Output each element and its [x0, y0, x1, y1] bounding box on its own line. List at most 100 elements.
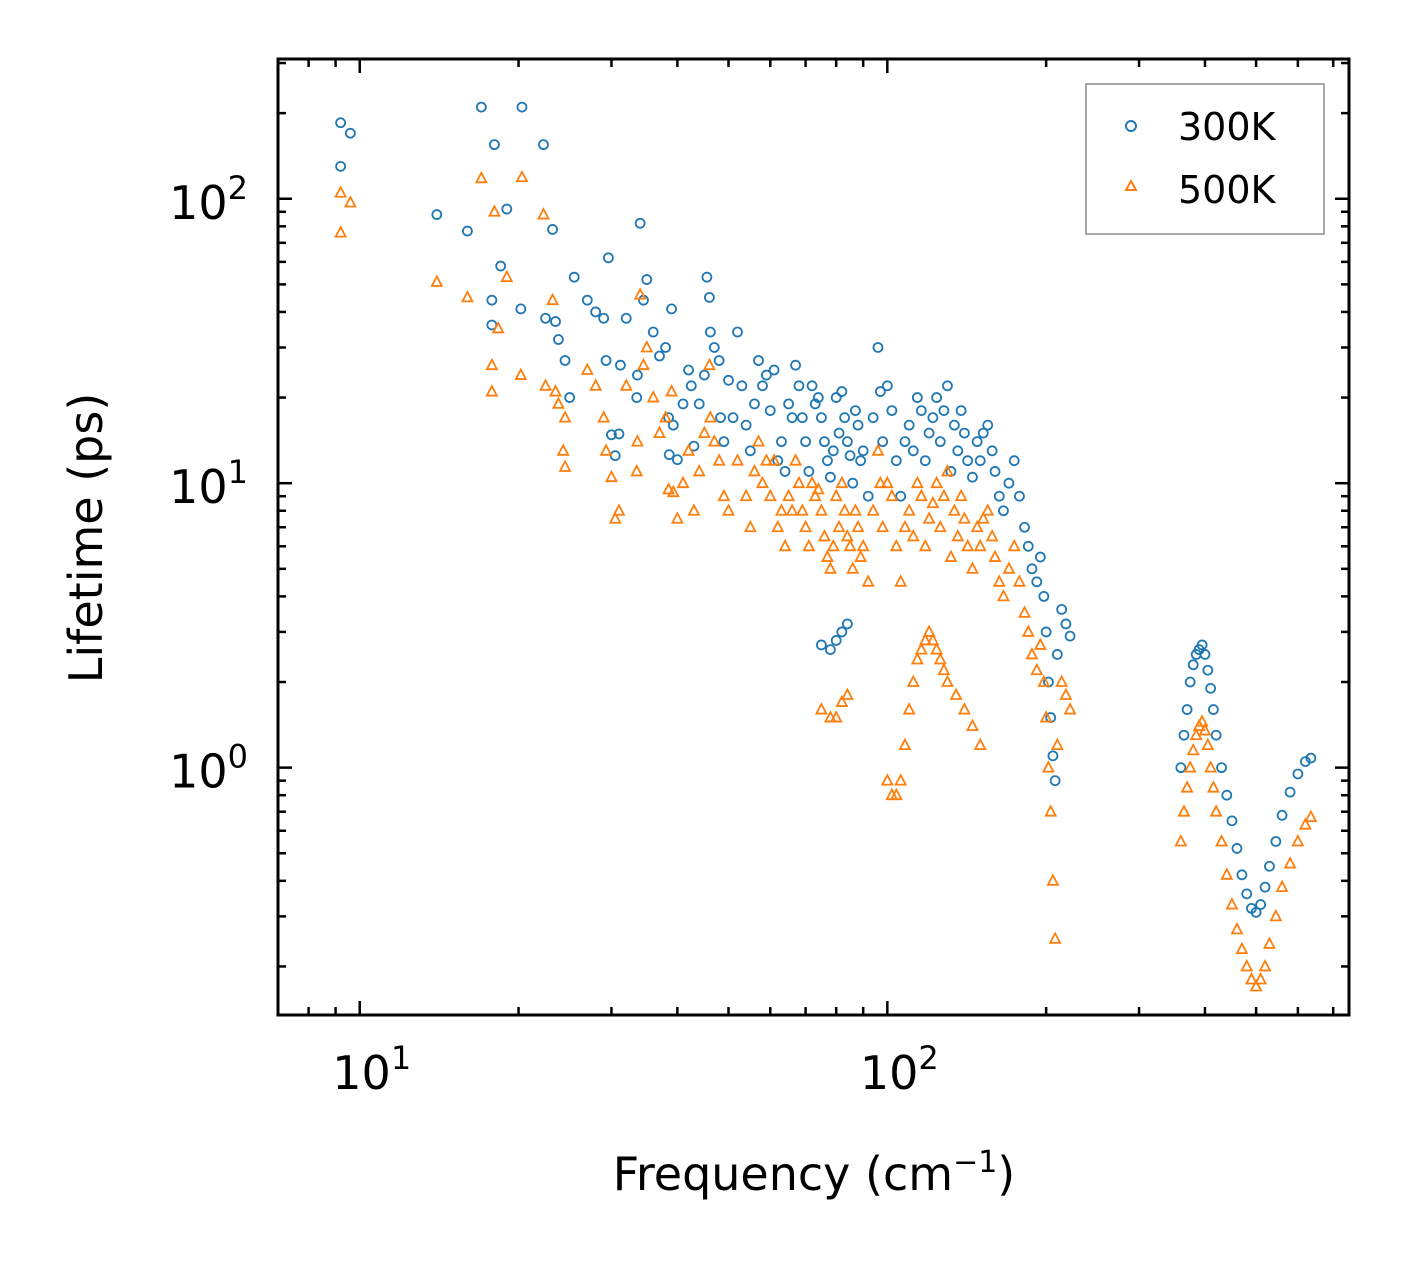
data-point-300k: [749, 398, 760, 410]
data-point-500k: [910, 652, 924, 665]
data-point-300k: [881, 380, 893, 392]
data-point-500k: [854, 549, 868, 562]
data-point-500k: [880, 475, 894, 489]
data-point-300k: [564, 392, 576, 403]
data-point-500k: [1215, 834, 1229, 847]
data-point-500k: [1189, 727, 1203, 741]
data-point-300k: [952, 445, 964, 457]
data-point-300k: [955, 405, 967, 416]
legend-frame: [1085, 83, 1325, 235]
data-point-500k: [1021, 624, 1035, 637]
data-point-300k: [1208, 704, 1219, 715]
data-point-500k: [1235, 941, 1249, 955]
data-point-500k: [670, 511, 684, 524]
data-point-300k: [1284, 786, 1296, 798]
data-point-500k: [985, 528, 999, 542]
data-point-300k: [515, 303, 527, 315]
data-point-500k: [756, 475, 769, 489]
data-point-500k: [805, 475, 819, 489]
data-point-300k: [847, 477, 859, 489]
data-point-500k: [1240, 959, 1254, 972]
data-point-500k: [752, 434, 766, 447]
data-point-300k: [475, 101, 487, 113]
data-point-500k: [485, 357, 499, 371]
data-point-300k: [704, 326, 716, 338]
y-tick-label: 101: [169, 453, 248, 514]
data-point-300k: [600, 355, 612, 366]
data-point-500k: [1046, 873, 1060, 886]
data-point-300k: [693, 398, 705, 410]
data-point-500k: [597, 410, 611, 423]
data-point-500k: [1249, 979, 1263, 992]
axes: [276, 57, 1351, 1017]
data-point-500k: [515, 169, 529, 183]
data-point-500k: [1225, 897, 1239, 910]
plot-frame: [276, 57, 1351, 1017]
series-500k-markers: [334, 169, 1318, 992]
data-point-500k: [918, 633, 932, 646]
data-point-300k: [540, 312, 551, 324]
data-point-300k: [715, 412, 726, 424]
data-point-500k: [665, 384, 679, 397]
data-point-300k: [736, 380, 748, 392]
data-point-500k: [866, 503, 880, 516]
data-point-300k: [753, 355, 764, 366]
data-point-500k: [687, 503, 701, 516]
data-point-500k: [1269, 908, 1283, 922]
data-point-500k: [778, 538, 792, 552]
data-point-500k: [947, 503, 961, 516]
data-point-300k: [915, 405, 927, 416]
y-tick-label-base: 10: [169, 745, 228, 799]
data-point-300k: [718, 436, 730, 448]
legend-label-500k: 500K: [1178, 168, 1277, 212]
data-point-300k: [683, 364, 694, 376]
y-tick-label-exp: 2: [228, 169, 248, 207]
data-point-500k: [848, 503, 862, 516]
x-axis-title-suffix: ): [997, 1147, 1015, 1201]
data-point-300k: [839, 412, 851, 424]
data-point-300k: [934, 436, 946, 448]
data-point-300k: [764, 405, 776, 416]
data-point-300k: [971, 436, 983, 448]
data-point-300k: [744, 445, 756, 457]
data-point-500k: [1204, 760, 1218, 773]
y-tick-label: 102: [169, 169, 248, 230]
data-point-300k: [1270, 836, 1282, 847]
data-point-300k: [553, 334, 564, 345]
data-point-300k: [620, 312, 632, 324]
data-point-500k: [619, 378, 633, 391]
data-point-300k: [1226, 815, 1238, 827]
data-point-500k: [906, 528, 920, 542]
data-point-300k: [462, 225, 473, 237]
data-point-300k: [816, 412, 827, 424]
data-point-500k: [1044, 804, 1058, 817]
data-point-500k: [898, 737, 912, 751]
data-point-300k: [335, 117, 347, 129]
data-point-300k: [632, 369, 643, 381]
data-point-300k: [1038, 590, 1050, 602]
data-point-300k: [677, 398, 689, 410]
data-point-300k: [615, 359, 626, 371]
data-point-500k: [792, 475, 806, 489]
data-point-500k: [460, 289, 474, 303]
data-point-300k: [830, 635, 842, 646]
data-point-500k: [926, 495, 940, 509]
data-point-500k: [500, 269, 514, 283]
data-point-500k: [1291, 834, 1305, 847]
data-point-500k: [1298, 817, 1312, 830]
data-point-500k: [996, 588, 1010, 602]
data-point-300k: [1184, 676, 1196, 688]
data-point-500k: [876, 519, 890, 533]
data-point-500k: [487, 204, 501, 217]
data-point-500k: [933, 652, 947, 665]
data-point-500k: [676, 475, 690, 489]
data-point-300k: [1205, 682, 1217, 694]
data-point-300k: [895, 490, 907, 502]
data-point-500k: [662, 482, 676, 495]
data-point-500k: [743, 519, 757, 533]
data-point-500k: [873, 475, 887, 489]
data-point-500k: [799, 519, 813, 533]
data-point-500k: [961, 538, 975, 552]
data-point-500k: [846, 561, 860, 574]
data-point-500k: [771, 519, 785, 533]
